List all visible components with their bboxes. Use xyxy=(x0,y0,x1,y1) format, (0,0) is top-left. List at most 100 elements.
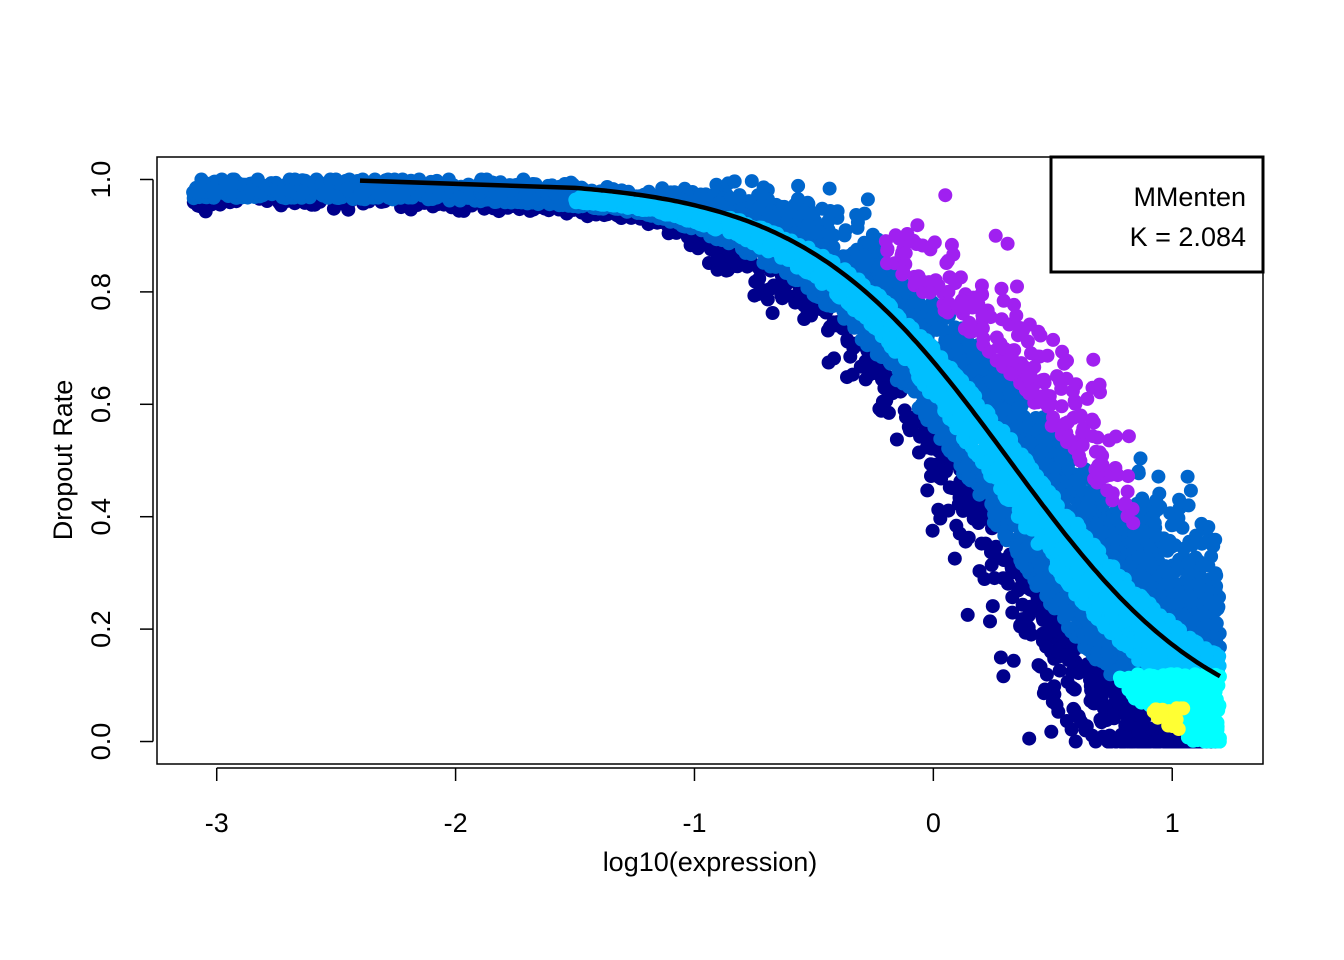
data-point xyxy=(1052,592,1067,607)
data-point xyxy=(1039,639,1054,654)
data-point xyxy=(992,507,1007,522)
data-point xyxy=(931,502,946,517)
data-point xyxy=(1082,623,1097,638)
data-point xyxy=(830,204,845,219)
data-point xyxy=(250,172,265,187)
data-point xyxy=(1095,457,1110,472)
data-point xyxy=(1005,590,1020,605)
data-point xyxy=(953,270,968,285)
data-point xyxy=(947,551,962,566)
data-point xyxy=(1017,360,1032,375)
data-point xyxy=(1108,429,1123,444)
data-point xyxy=(1054,399,1069,414)
data-point xyxy=(1010,279,1024,294)
data-point xyxy=(957,461,972,476)
data-point xyxy=(925,523,940,538)
data-point xyxy=(946,247,961,262)
data-point xyxy=(922,275,937,290)
data-point xyxy=(1201,593,1216,608)
data-point xyxy=(1033,328,1048,343)
data-point xyxy=(880,256,894,271)
data-point xyxy=(1115,658,1130,673)
data-point xyxy=(939,464,953,479)
data-point xyxy=(801,218,816,232)
data-point xyxy=(1146,526,1161,541)
data-point xyxy=(900,227,915,241)
data-point xyxy=(897,403,912,418)
data-point xyxy=(1071,709,1086,724)
data-point xyxy=(1099,646,1114,661)
data-point xyxy=(1183,483,1198,498)
data-point xyxy=(752,271,767,286)
data-point xyxy=(843,349,858,364)
data-point xyxy=(984,557,999,572)
data-point xyxy=(1056,604,1071,619)
data-point xyxy=(1070,473,1085,488)
data-point xyxy=(780,215,794,230)
data-point xyxy=(908,275,923,290)
data-point xyxy=(421,192,436,207)
data-point xyxy=(996,669,1011,684)
data-point xyxy=(1134,731,1149,746)
data-point xyxy=(1158,596,1173,611)
data-point xyxy=(1064,722,1079,737)
data-point xyxy=(962,315,977,330)
data-point xyxy=(1118,496,1133,511)
data-point xyxy=(880,242,895,256)
data-point xyxy=(800,280,815,295)
data-point xyxy=(1022,731,1037,746)
data-point xyxy=(1170,559,1185,574)
data-point xyxy=(974,482,989,497)
data-point xyxy=(225,186,239,201)
data-point xyxy=(296,184,311,199)
data-point xyxy=(998,529,1013,544)
data-point xyxy=(1009,308,1024,323)
data-point xyxy=(1151,469,1166,484)
data-point xyxy=(977,572,992,586)
data-point xyxy=(974,278,989,293)
data-point xyxy=(910,218,925,233)
data-point xyxy=(744,174,759,189)
data-point xyxy=(1023,599,1038,614)
data-point xyxy=(826,228,841,243)
data-point xyxy=(1085,412,1100,427)
data-point xyxy=(821,323,835,338)
data-point xyxy=(1120,717,1135,732)
data-point xyxy=(983,614,997,629)
data-point xyxy=(1164,518,1179,533)
data-point xyxy=(1036,433,1051,447)
data-point xyxy=(888,228,903,243)
data-point xyxy=(1111,696,1126,711)
data-point xyxy=(860,252,875,267)
data-point xyxy=(1016,323,1031,338)
data-point xyxy=(323,172,338,187)
data-point xyxy=(1001,352,1016,367)
data-point xyxy=(837,228,852,243)
data-point xyxy=(1080,391,1095,406)
data-point xyxy=(1159,734,1174,749)
data-point xyxy=(922,285,937,300)
data-point xyxy=(1075,438,1090,453)
data-point xyxy=(1087,692,1102,707)
data-point xyxy=(962,499,977,513)
data-point xyxy=(1083,672,1097,687)
data-point xyxy=(1086,352,1101,367)
data-point xyxy=(1058,416,1073,431)
data-point xyxy=(1088,652,1103,667)
data-point xyxy=(791,178,806,193)
data-point xyxy=(1092,445,1107,460)
data-point xyxy=(1181,566,1196,581)
data-point xyxy=(1022,386,1037,401)
data-point xyxy=(451,190,466,205)
data-point xyxy=(1069,377,1083,392)
data-point xyxy=(1169,598,1184,613)
data-point xyxy=(339,182,354,197)
data-point xyxy=(938,188,953,203)
data-point xyxy=(396,187,411,202)
data-point xyxy=(1007,297,1021,312)
data-point xyxy=(1092,377,1107,392)
data-point xyxy=(548,186,562,201)
data-point xyxy=(1045,694,1060,709)
data-point xyxy=(475,180,490,195)
